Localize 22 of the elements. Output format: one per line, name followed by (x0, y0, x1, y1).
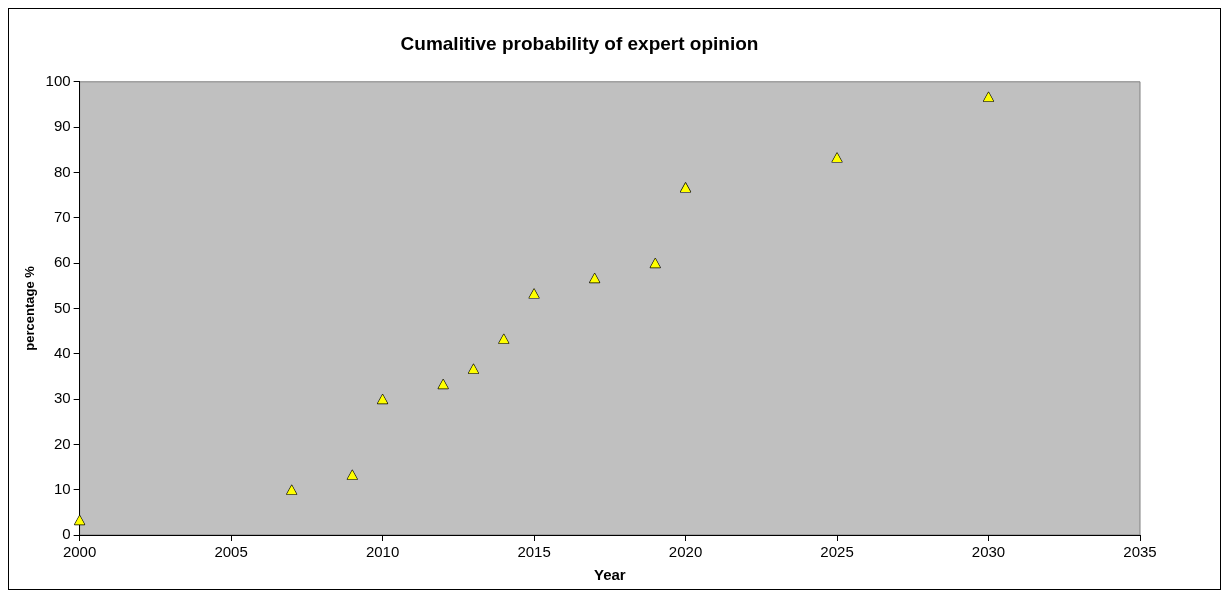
y-tick-label: 10 (53, 479, 71, 497)
y-tick-label: 20 (53, 434, 71, 452)
x-tick-label: 2000 (62, 543, 97, 561)
y-axis-title: percentage % (22, 265, 38, 351)
y-tick-label: 90 (53, 117, 71, 135)
y-tick-label: 40 (53, 343, 71, 361)
x-tick-label: 2010 (365, 543, 400, 561)
y-tick-label: 60 (53, 253, 71, 271)
chart-title: Cumalitive probability of expert opinion (400, 32, 759, 54)
x-tick-label: 2015 (517, 543, 551, 561)
y-tick-label: 80 (53, 162, 71, 180)
y-tick-label: 30 (53, 389, 71, 407)
y-tick-label: 50 (53, 298, 71, 316)
x-tick-label: 2030 (971, 543, 1006, 561)
y-tick-label: 100 (45, 71, 71, 89)
x-tick-label: 2005 (214, 543, 248, 561)
x-tick-label: 2035 (1123, 543, 1157, 561)
x-tick-label: 2025 (820, 543, 854, 561)
x-tick-label: 2020 (668, 543, 703, 561)
y-tick-label: 70 (53, 207, 71, 225)
x-axis-title: Year (593, 566, 626, 584)
y-tick-label: 0 (62, 525, 71, 543)
